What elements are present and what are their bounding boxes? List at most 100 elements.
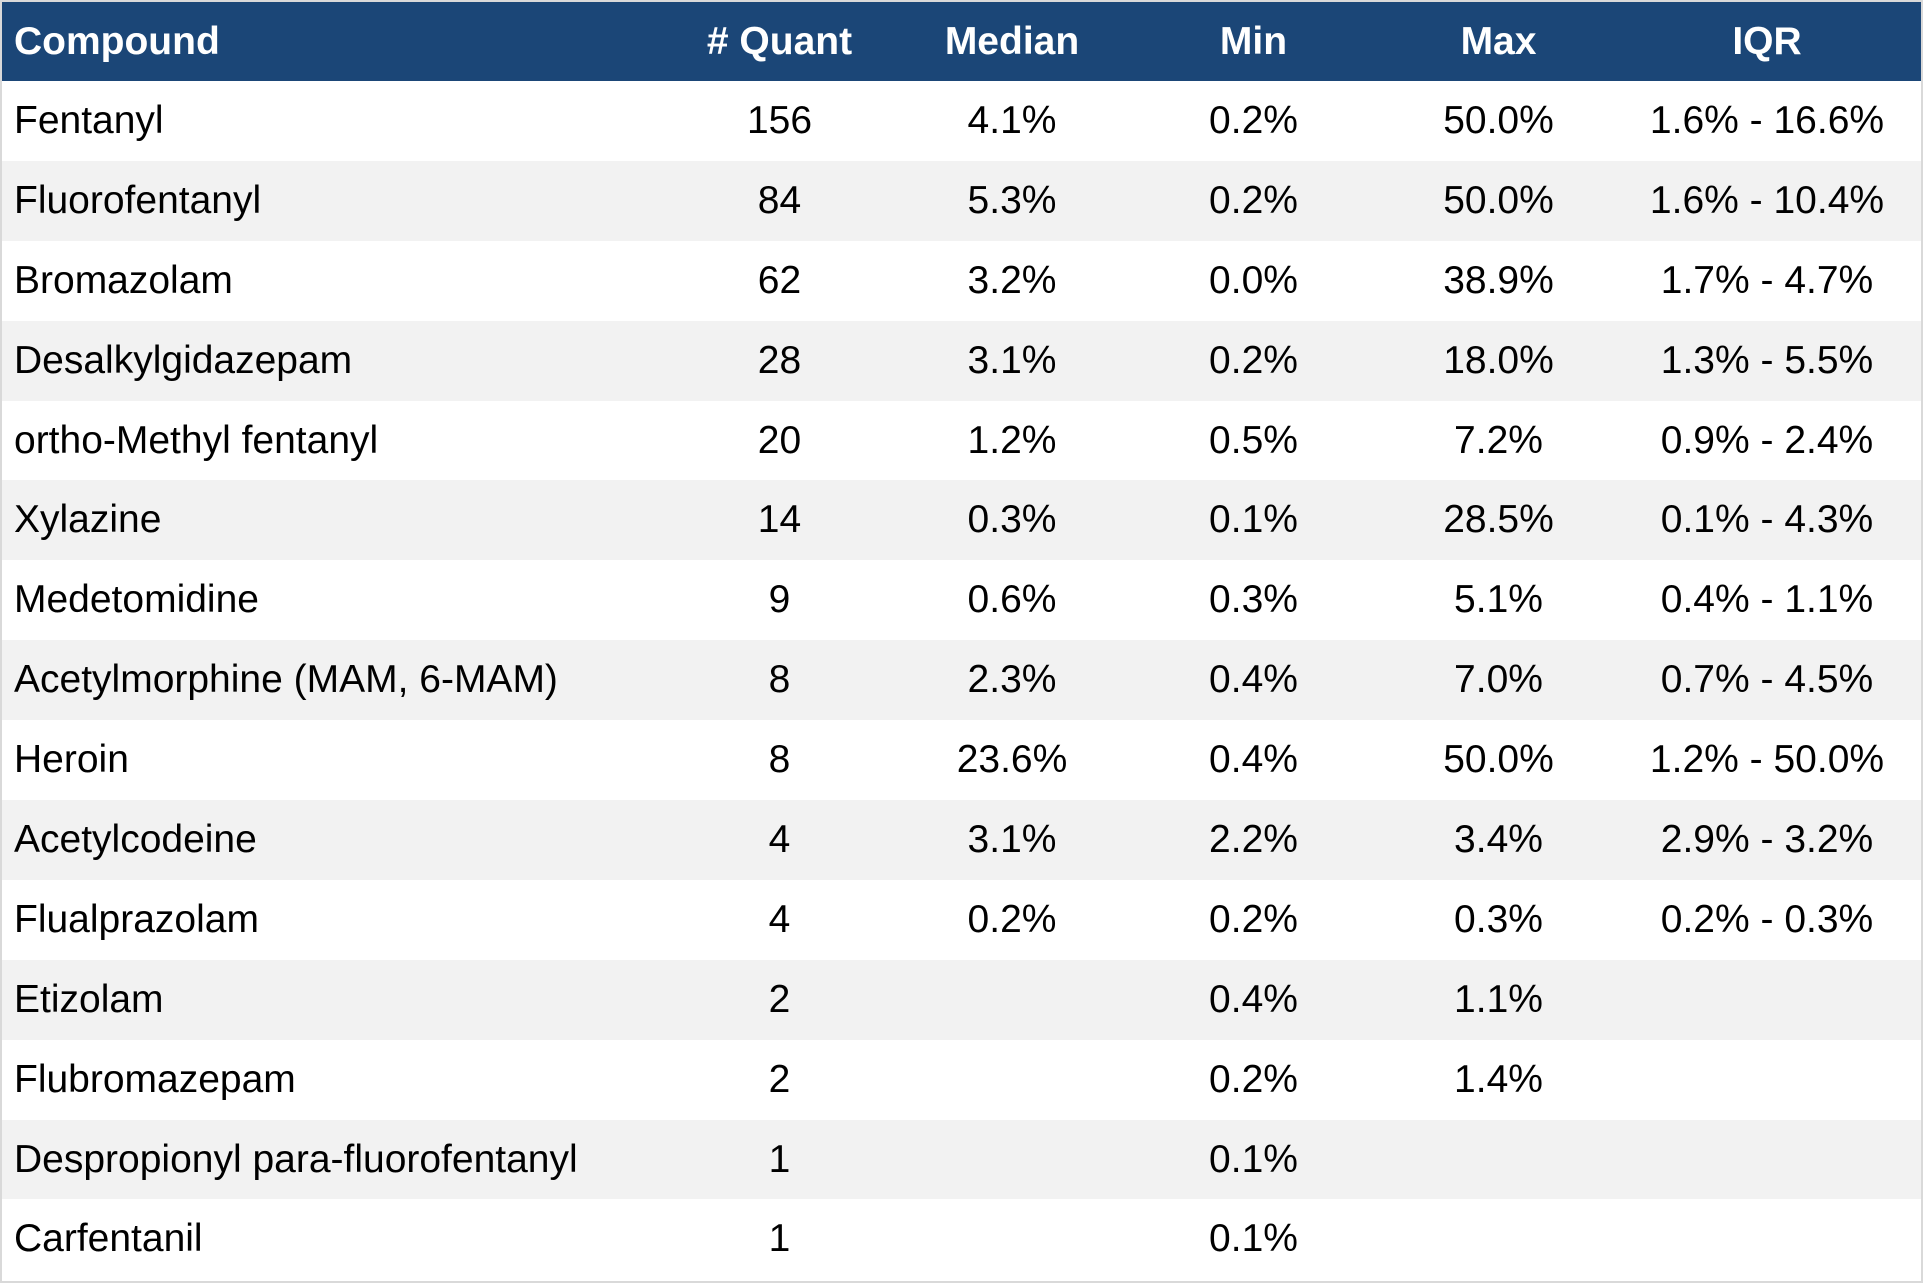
max-cell bbox=[1384, 1199, 1613, 1279]
header-iqr: IQR bbox=[1732, 19, 1802, 63]
min-cell: 0.3% bbox=[1209, 578, 1298, 622]
min-cell: 0.2% bbox=[1209, 897, 1298, 941]
max-cell: 1.1% bbox=[1454, 977, 1543, 1021]
median-cell: 2.3% bbox=[967, 658, 1057, 702]
header-quant: # Quant bbox=[706, 19, 853, 63]
median-cell: 3.1% bbox=[967, 817, 1057, 861]
iqr-cell: 0.9% - 2.4% bbox=[1660, 418, 1874, 462]
min-cell: 0.0% bbox=[1209, 258, 1298, 302]
quant-cell: 156 bbox=[746, 98, 813, 142]
median-cell: 23.6% bbox=[956, 738, 1068, 782]
min-cell: 0.4% bbox=[1209, 738, 1298, 782]
compound-cell: Flualprazolam bbox=[14, 897, 259, 941]
max-cell: 0.3% bbox=[1454, 897, 1543, 941]
max-cell: 50.0% bbox=[1443, 178, 1554, 222]
table-body: Fentanyl 156 4.1% 0.2% 50.0% 1.6% - 16.6% Fluo… bbox=[2, 81, 1921, 1280]
max-cell: 18.0% bbox=[1443, 338, 1554, 382]
median-cell bbox=[901, 1199, 1123, 1279]
iqr-cell: 0.7% - 4.5% bbox=[1660, 658, 1874, 702]
median-cell bbox=[901, 960, 1123, 1040]
min-cell: 0.4% bbox=[1209, 977, 1298, 1021]
compound-cell: Acetylmorphine (MAM, 6-MAM) bbox=[14, 658, 558, 702]
median-cell: 4.1% bbox=[967, 98, 1057, 142]
table-row: ortho-Methyl fentanyl 20 1.2% 0.5% 7.2% 0.9% … bbox=[2, 400, 1921, 481]
compound-cell: Acetylcodeine bbox=[14, 817, 257, 861]
header-max: Max bbox=[1460, 19, 1537, 63]
quant-cell: 62 bbox=[757, 258, 802, 302]
compound-cell: Fentanyl bbox=[14, 98, 164, 142]
min-cell: 0.2% bbox=[1209, 338, 1298, 382]
table-row: Acetylmorphine (MAM, 6-MAM) 8 2.3% 0.4% 7.0%… bbox=[2, 640, 1921, 721]
header-median: Median bbox=[944, 19, 1080, 63]
max-cell: 28.5% bbox=[1443, 498, 1554, 542]
median-cell: 1.2% bbox=[967, 418, 1057, 462]
table-row: Xylazine 14 0.3% 0.1% 28.5% 0.1% - 4.3% bbox=[2, 480, 1921, 561]
median-cell: 3.1% bbox=[967, 338, 1057, 382]
median-cell: 0.2% bbox=[967, 897, 1057, 941]
iqr-cell: 1.7% - 4.7% bbox=[1660, 258, 1874, 302]
max-cell: 7.2% bbox=[1454, 418, 1543, 462]
min-cell: 0.1% bbox=[1209, 1217, 1298, 1261]
min-cell: 0.1% bbox=[1209, 1137, 1298, 1181]
compound-cell: Xylazine bbox=[14, 498, 162, 542]
table-row: Flualprazolam 4 0.2% 0.2% 0.3% 0.2% - 0.3% bbox=[2, 879, 1921, 960]
compound-cell: Flubromazepam bbox=[14, 1057, 296, 1101]
iqr-cell: 0.1% - 4.3% bbox=[1660, 498, 1874, 542]
compound-cell: Etizolam bbox=[14, 977, 164, 1021]
median-cell bbox=[901, 1040, 1123, 1120]
quant-cell: 2 bbox=[768, 1057, 791, 1101]
compound-cell: ortho-Methyl fentanyl bbox=[14, 418, 379, 462]
max-cell: 38.9% bbox=[1443, 258, 1554, 302]
min-cell: 0.5% bbox=[1209, 418, 1298, 462]
table-row: Flubromazepam 2 0.2% 1.4% bbox=[2, 1039, 1921, 1120]
compound-cell: Bromazolam bbox=[14, 258, 233, 302]
table-row: Despropionyl para-fluorofentanyl 1 0.1% bbox=[2, 1119, 1921, 1200]
compound-cell: Desalkylgidazepam bbox=[14, 338, 353, 382]
iqr-cell bbox=[1613, 960, 1921, 1040]
quant-cell: 14 bbox=[757, 498, 802, 542]
compound-cell: Carfentanil bbox=[14, 1217, 203, 1261]
median-cell: 0.3% bbox=[967, 498, 1057, 542]
min-cell: 0.4% bbox=[1209, 658, 1298, 702]
quant-cell: 2 bbox=[768, 977, 791, 1021]
iqr-cell bbox=[1613, 1199, 1921, 1279]
iqr-cell: 1.3% - 5.5% bbox=[1660, 338, 1874, 382]
iqr-cell: 2.9% - 3.2% bbox=[1660, 817, 1874, 861]
iqr-cell: 1.6% - 16.6% bbox=[1649, 98, 1885, 142]
max-cell bbox=[1384, 1120, 1613, 1200]
median-cell: 0.6% bbox=[967, 578, 1057, 622]
quant-cell: 4 bbox=[768, 897, 791, 941]
iqr-cell: 0.2% - 0.3% bbox=[1660, 897, 1874, 941]
min-cell: 2.2% bbox=[1209, 817, 1298, 861]
header-row: Compound # Quant Median Min Max IQR bbox=[2, 2, 1921, 81]
iqr-cell: 1.6% - 10.4% bbox=[1649, 178, 1885, 222]
max-cell: 3.4% bbox=[1454, 817, 1543, 861]
compound-cell: Despropionyl para-fluorofentanyl bbox=[14, 1137, 578, 1181]
quant-cell: 20 bbox=[757, 418, 802, 462]
iqr-cell bbox=[1613, 1120, 1921, 1200]
median-cell: 5.3% bbox=[967, 178, 1057, 222]
iqr-cell: 1.2% - 50.0% bbox=[1649, 738, 1885, 782]
table-row: Acetylcodeine 4 3.1% 2.2% 3.4% 2.9% - 3.2% bbox=[2, 800, 1921, 880]
max-cell: 50.0% bbox=[1443, 738, 1554, 782]
quant-cell: 28 bbox=[757, 338, 802, 382]
quant-cell: 8 bbox=[768, 738, 791, 782]
quant-cell: 4 bbox=[768, 817, 791, 861]
table-row: Fentanyl 156 4.1% 0.2% 50.0% 1.6% - 16.6% bbox=[2, 81, 1921, 161]
min-cell: 0.2% bbox=[1209, 98, 1298, 142]
quant-cell: 1 bbox=[768, 1137, 791, 1181]
max-cell: 7.0% bbox=[1454, 658, 1543, 702]
max-cell: 5.1% bbox=[1454, 578, 1543, 622]
iqr-cell bbox=[1613, 1040, 1921, 1120]
iqr-cell: 0.4% - 1.1% bbox=[1660, 578, 1874, 622]
header-min: Min bbox=[1219, 19, 1288, 63]
table-row: Bromazolam 62 3.2% 0.0% 38.9% 1.7% - 4.7% bbox=[2, 240, 1921, 321]
header-compound: Compound bbox=[14, 19, 220, 63]
median-cell bbox=[901, 1120, 1123, 1200]
max-cell: 50.0% bbox=[1443, 98, 1554, 142]
quant-cell: 9 bbox=[768, 578, 791, 622]
table-row: Heroin 8 23.6% 0.4% 50.0% 1.2% - 50.0% bbox=[2, 720, 1921, 801]
max-cell: 1.4% bbox=[1454, 1057, 1543, 1101]
